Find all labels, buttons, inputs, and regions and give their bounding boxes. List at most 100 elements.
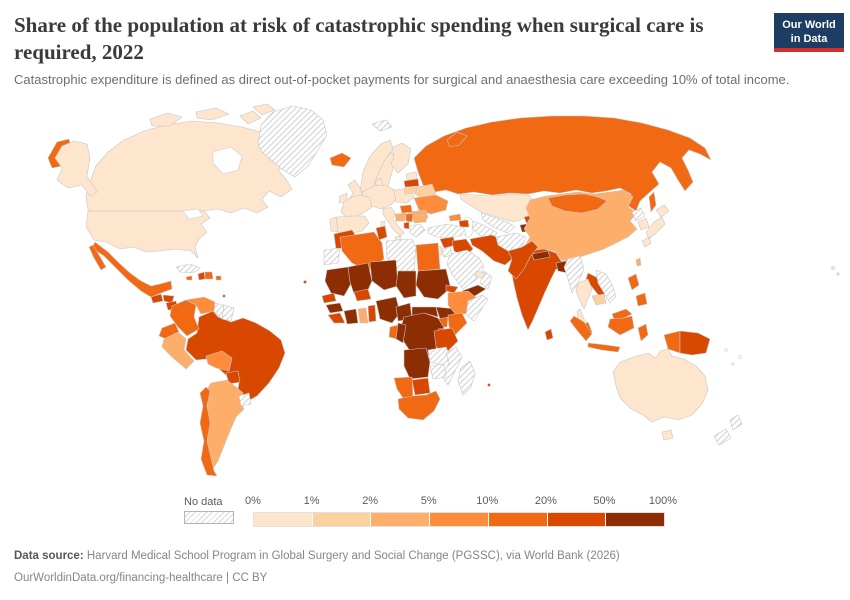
country-tanzania[interactable] (433, 327, 459, 354)
country-sudan[interactable] (415, 268, 451, 300)
country-trinidad[interactable] (222, 294, 226, 298)
country-eritrea[interactable] (445, 284, 459, 294)
country-usa[interactable] (85, 210, 211, 259)
country-russia-sakhalin[interactable] (648, 191, 657, 213)
country-hungary[interactable] (399, 204, 413, 214)
country-cambodia[interactable] (591, 293, 607, 306)
country-pakistan[interactable] (507, 240, 539, 280)
legend-bin-5-10%[interactable] (429, 513, 488, 526)
country-new-zealand[interactable] (713, 414, 743, 446)
country-usa-hawaii-1[interactable] (831, 266, 835, 270)
country-mongolia[interactable] (547, 193, 608, 214)
country-namibia[interactable] (393, 376, 414, 399)
country-brazil[interactable] (185, 310, 286, 403)
country-egypt[interactable] (415, 242, 441, 272)
country-mexico-baja[interactable] (88, 244, 107, 271)
country-bulgaria[interactable] (412, 214, 428, 224)
country-cuba[interactable] (175, 263, 201, 274)
country-somalia[interactable] (465, 294, 489, 322)
country-serbia[interactable] (405, 213, 414, 223)
country-croatia[interactable] (394, 212, 407, 222)
country-greece[interactable] (409, 223, 426, 238)
country-australia[interactable] (612, 348, 709, 423)
country-afghanistan[interactable] (495, 232, 527, 252)
country-canada-arctic-1[interactable] (149, 112, 183, 127)
country-haiti[interactable] (197, 271, 206, 281)
country-mauritania[interactable] (324, 266, 353, 297)
country-turkey[interactable] (427, 223, 467, 239)
legend-bin-2-5%[interactable] (370, 513, 430, 526)
country-australia-tasmania[interactable] (661, 429, 674, 441)
country-suriname[interactable] (221, 304, 235, 322)
country-benin[interactable] (367, 304, 377, 323)
country-china[interactable] (523, 189, 638, 262)
country-mexico[interactable] (91, 241, 173, 298)
legend-color-bar[interactable] (253, 512, 665, 527)
country-russia[interactable] (413, 115, 712, 212)
country-guinea[interactable] (325, 302, 344, 314)
country-uae[interactable] (474, 270, 486, 279)
country-canada-arctic-3[interactable] (239, 110, 262, 125)
legend-bin-50-100%[interactable] (605, 513, 665, 526)
country-nigeria[interactable] (375, 296, 401, 324)
country-latvia[interactable] (403, 178, 420, 188)
country-spain[interactable] (335, 215, 370, 235)
country-puerto-rico[interactable] (215, 275, 222, 281)
country-uzbekistan[interactable] (480, 212, 516, 234)
legend-bin-1-2%[interactable] (311, 513, 371, 526)
country-north-korea[interactable] (631, 207, 646, 222)
country-vietnam[interactable] (595, 269, 617, 304)
country-uruguay[interactable] (238, 392, 252, 407)
country-taiwan[interactable] (635, 257, 642, 267)
country-indonesia[interactable] (569, 315, 681, 354)
country-sri-lanka[interactable] (544, 328, 554, 341)
country-bolivia[interactable] (205, 350, 233, 372)
country-ghana[interactable] (357, 307, 369, 324)
country-japan[interactable] (641, 204, 670, 248)
country-canada-arctic-4[interactable] (252, 103, 276, 116)
country-myanmar[interactable] (563, 255, 585, 294)
owid-logo[interactable]: Our World in Data (774, 13, 844, 52)
country-svalbard[interactable] (371, 119, 393, 132)
country-papua-new-guinea[interactable] (679, 330, 711, 356)
country-niger[interactable] (369, 259, 399, 291)
country-paraguay[interactable] (225, 370, 241, 385)
country-canada-arctic-2[interactable] (195, 107, 230, 121)
country-burkina-faso[interactable] (353, 288, 372, 302)
country-guatemala[interactable] (150, 293, 164, 304)
country-western-sahara[interactable] (323, 247, 341, 266)
country-india[interactable] (510, 248, 570, 331)
country-usa-hawaii-2[interactable] (836, 272, 840, 276)
legend-no-data-swatch[interactable] (184, 511, 234, 524)
country-iceland[interactable] (329, 152, 352, 168)
country-madagascar[interactable] (457, 360, 476, 396)
country-botswana[interactable] (411, 377, 431, 396)
country-senegal[interactable] (321, 292, 337, 304)
legend-no-data[interactable]: No data (184, 496, 236, 524)
country-philippines[interactable] (627, 273, 648, 307)
country-ukraine[interactable] (413, 194, 449, 215)
country-chile[interactable] (199, 386, 218, 477)
country-zimbabwe[interactable] (429, 363, 447, 380)
country-nepal[interactable] (531, 250, 551, 261)
country-russia-novaya-zemlya[interactable] (446, 131, 468, 148)
country-angola[interactable] (403, 347, 431, 380)
country-finland[interactable] (390, 142, 412, 174)
country-tunisia[interactable] (375, 225, 388, 241)
country-jamaica[interactable] (185, 275, 193, 281)
country-dominican-republic[interactable] (204, 271, 214, 280)
country-saudi-arabia[interactable] (446, 249, 485, 290)
country-mozambique[interactable] (441, 346, 463, 386)
country-mauritius[interactable] (487, 383, 491, 387)
country-south-korea[interactable] (637, 217, 650, 231)
license-line[interactable]: OurWorldinData.org/financing-healthcare … (14, 571, 268, 584)
country-azerbaijan[interactable] (458, 219, 470, 228)
country-peru[interactable] (161, 331, 195, 370)
country-usa-alaska[interactable] (54, 140, 98, 197)
legend-bin-10-20%[interactable] (487, 513, 547, 526)
legend-bin-0-1%[interactable] (254, 513, 312, 526)
country-greenland[interactable] (257, 105, 328, 178)
country-georgia[interactable] (448, 213, 462, 222)
country-ivory-coast[interactable] (343, 308, 359, 325)
legend-bin-20-50%[interactable] (546, 513, 606, 526)
